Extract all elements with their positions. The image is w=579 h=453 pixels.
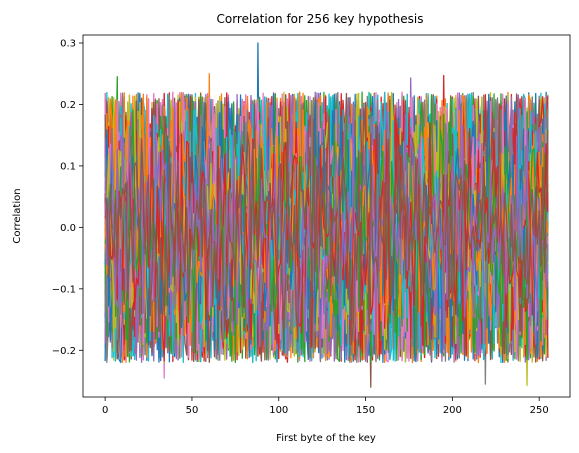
x-tick-label: 50 [186,405,199,416]
y-tick-label: −0.2 [52,346,76,357]
series-line [104,103,549,346]
x-tick-label: 200 [443,405,462,416]
y-tick-label: −0.1 [52,284,76,295]
x-tick-label: 150 [356,405,375,416]
y-axis: −0.2 −0.1 0.0 0.1 0.2 0.3 [52,38,83,357]
x-tick-label: 0 [102,405,108,416]
plot-area [82,34,571,398]
y-tick-label: 0.2 [60,100,76,111]
y-tick-label: 0.0 [60,223,76,234]
x-tick-label: 250 [530,405,549,416]
series-lines [104,42,549,388]
y-tick-label: 0.3 [60,38,76,49]
x-axis-title: First byte of the key [276,433,376,444]
x-axis: 0 50 100 150 200 250 [102,397,549,416]
y-axis-title: Correlation [12,188,23,243]
chart-title: Correlation for 256 key hypothesis [216,12,423,26]
y-tick-label: 0.1 [60,161,76,172]
plot-frame [82,34,571,398]
x-tick-label: 100 [269,405,288,416]
